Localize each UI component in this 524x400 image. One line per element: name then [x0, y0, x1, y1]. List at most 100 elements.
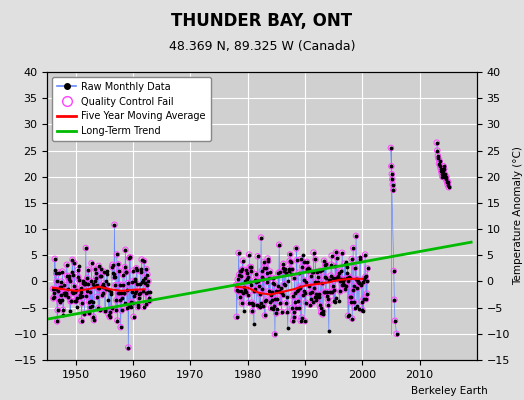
Point: [69, 272, 77, 278]
Point: [325, 276, 333, 283]
Point: [309, 299, 317, 306]
Point: [233, 287, 242, 294]
Point: [391, 318, 399, 324]
Point: [77, 288, 85, 295]
Point: [101, 307, 109, 314]
Point: [290, 275, 299, 282]
Point: [245, 264, 254, 270]
Point: [299, 259, 308, 266]
Point: [60, 290, 68, 296]
Point: [135, 294, 143, 301]
Point: [265, 275, 274, 281]
Point: [250, 288, 258, 294]
Point: [444, 179, 452, 185]
Point: [57, 284, 65, 290]
Point: [244, 300, 253, 306]
Point: [435, 158, 444, 164]
Point: [59, 306, 67, 313]
Point: [90, 317, 98, 323]
Point: [298, 314, 306, 321]
Point: [390, 296, 399, 303]
Point: [91, 278, 99, 284]
Point: [277, 289, 285, 295]
Point: [362, 273, 370, 280]
Point: [307, 273, 315, 279]
Point: [97, 282, 106, 289]
Point: [298, 264, 307, 270]
Point: [56, 284, 64, 291]
Point: [51, 286, 60, 292]
Text: 48.369 N, 89.325 W (Canada): 48.369 N, 89.325 W (Canada): [169, 40, 355, 53]
Point: [292, 305, 300, 311]
Point: [309, 299, 317, 306]
Point: [330, 297, 338, 304]
Point: [132, 265, 140, 272]
Point: [433, 147, 442, 154]
Point: [320, 273, 329, 280]
Point: [392, 331, 401, 337]
Point: [389, 187, 398, 193]
Point: [244, 292, 253, 298]
Point: [323, 292, 331, 299]
Point: [78, 293, 86, 299]
Point: [93, 294, 101, 300]
Point: [100, 284, 108, 290]
Point: [307, 296, 315, 302]
Point: [335, 270, 343, 276]
Point: [89, 280, 97, 287]
Point: [254, 278, 263, 284]
Point: [100, 284, 108, 290]
Point: [338, 250, 346, 256]
Point: [260, 259, 268, 265]
Point: [62, 290, 70, 296]
Point: [363, 278, 371, 284]
Point: [325, 289, 334, 295]
Point: [313, 294, 321, 300]
Point: [51, 266, 59, 273]
Point: [389, 268, 398, 274]
Point: [106, 309, 114, 315]
Point: [315, 302, 324, 308]
Point: [336, 288, 344, 295]
Point: [294, 286, 302, 293]
Point: [94, 263, 103, 269]
Point: [308, 269, 316, 276]
Point: [100, 290, 108, 296]
Point: [345, 312, 353, 318]
Point: [132, 265, 140, 272]
Point: [58, 268, 67, 275]
Point: [140, 274, 149, 281]
Point: [142, 301, 150, 308]
Point: [285, 268, 293, 275]
Point: [85, 289, 94, 295]
Point: [441, 174, 450, 180]
Point: [316, 268, 324, 274]
Point: [139, 304, 148, 310]
Point: [54, 288, 62, 294]
Point: [109, 270, 117, 276]
Point: [285, 268, 293, 275]
Point: [105, 286, 113, 293]
Point: [301, 290, 310, 296]
Point: [357, 298, 366, 305]
Point: [388, 181, 397, 188]
Point: [84, 266, 92, 273]
Point: [350, 299, 358, 305]
Point: [55, 297, 63, 303]
Point: [295, 305, 303, 311]
Point: [312, 297, 320, 303]
Point: [249, 301, 258, 308]
Point: [119, 290, 128, 296]
Point: [353, 303, 361, 310]
Point: [292, 245, 301, 252]
Point: [264, 258, 272, 264]
Point: [60, 282, 69, 288]
Point: [74, 274, 82, 280]
Point: [103, 267, 111, 274]
Point: [252, 271, 260, 278]
Point: [306, 302, 314, 308]
Point: [340, 276, 348, 282]
Point: [438, 171, 446, 177]
Point: [348, 287, 357, 294]
Point: [290, 314, 298, 320]
